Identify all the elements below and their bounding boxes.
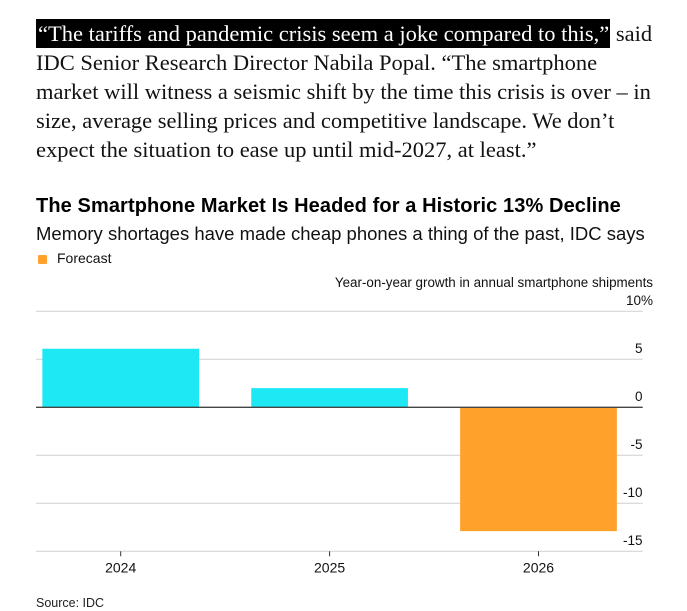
y-tick-label: -5: [630, 437, 642, 452]
paragraph-line: expect the situation to ease up until mi…: [36, 137, 537, 162]
bar-2026: [460, 407, 617, 532]
paragraph-line: market will witness a seismic shift by t…: [36, 79, 651, 104]
y-tick-label: 10%: [626, 293, 653, 308]
chart-source: Source: IDC: [36, 596, 105, 610]
legend-label-forecast: Forecast: [57, 250, 112, 266]
chart-title: The Smartphone Market Is Headed for a Hi…: [36, 195, 621, 217]
chart-subtitle: Memory shortages have made cheap phones …: [36, 223, 645, 244]
x-tick-label: 2026: [523, 559, 554, 575]
paragraph-line: “The tariffs and pandemic crisis seem a …: [36, 19, 676, 48]
x-tick-label: 2025: [314, 559, 345, 575]
y-tick-label: 5: [635, 341, 643, 356]
bar-2024: [42, 348, 200, 408]
paragraph-text: said: [610, 21, 653, 46]
y-tick-label: 0: [635, 389, 643, 404]
y-axis-title: Year-on-year growth in annual smartphone…: [335, 275, 653, 290]
bar-2025: [251, 388, 408, 408]
article-paragraph: “The tariffs and pandemic crisis seem a …: [36, 19, 676, 164]
paragraph-line: size, average selling prices and competi…: [36, 108, 615, 133]
paragraph-line: IDC Senior Research Director Nabila Popa…: [36, 50, 598, 75]
x-tick-label: 2024: [105, 559, 136, 575]
chart-legend: Forecast: [38, 249, 111, 267]
y-tick-label: -15: [623, 533, 643, 548]
legend-swatch-forecast: [38, 254, 47, 264]
y-tick-label: -10: [623, 485, 643, 500]
highlighted-quote: “The tariffs and pandemic crisis seem a …: [36, 19, 611, 48]
